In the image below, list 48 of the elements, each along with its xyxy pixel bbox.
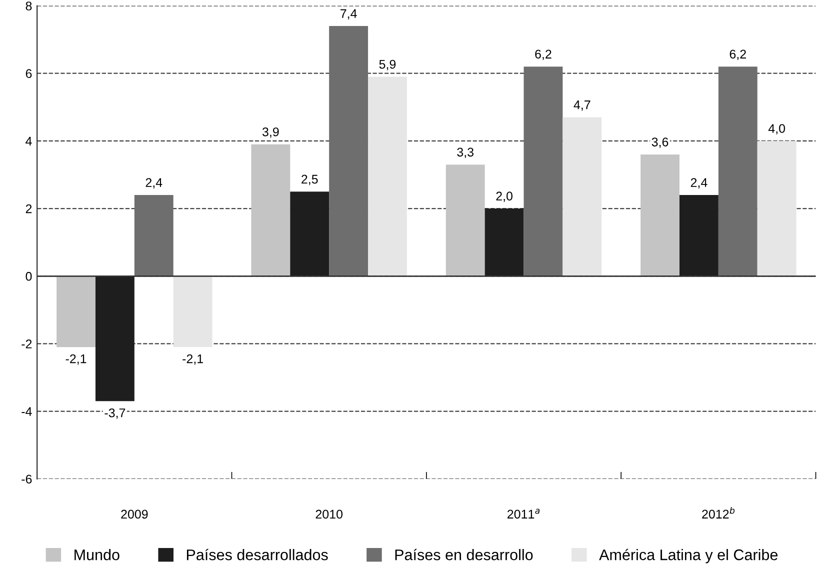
bar xyxy=(562,117,602,276)
data-label: 3,9 xyxy=(262,127,279,138)
data-label: 4,7 xyxy=(574,100,590,111)
bar xyxy=(524,66,563,276)
data-label: 3,3 xyxy=(457,148,474,158)
data-label: 2,4 xyxy=(146,178,162,188)
y-tick-label: -6 xyxy=(22,474,32,484)
x-tick-label: 2009 xyxy=(121,510,148,519)
x-tick-label: 2012$^{b}$ xyxy=(702,507,735,519)
bar xyxy=(56,276,96,348)
data-label: 4,0 xyxy=(768,124,786,134)
data-label: 6,2 xyxy=(730,50,746,60)
bar xyxy=(368,76,407,276)
data-label: 3,6 xyxy=(652,138,668,148)
legend-label: Países desarrollados xyxy=(186,548,328,560)
bar xyxy=(95,276,134,402)
bar xyxy=(718,66,758,276)
x-tick-label: 2010 xyxy=(316,510,342,519)
y-tick-label: 6 xyxy=(26,69,32,78)
bar xyxy=(251,144,290,276)
x-tick-label: 2011$^{a}$ xyxy=(508,508,540,519)
bar xyxy=(679,195,718,276)
bar xyxy=(134,195,174,276)
data-label: 2,5 xyxy=(302,174,318,186)
legend-label: América Latina y el Caribe xyxy=(599,548,778,564)
bar xyxy=(290,192,330,276)
y-tick-label: 2 xyxy=(26,204,32,214)
y-tick-label: -2 xyxy=(22,340,32,348)
bar xyxy=(484,208,524,276)
data-label: 6,2 xyxy=(535,50,552,60)
legend-label: Mundo xyxy=(74,549,120,560)
bar xyxy=(640,154,680,276)
data-label: 2,4 xyxy=(690,178,708,188)
data-label: 5,9 xyxy=(379,60,396,70)
bar xyxy=(173,276,212,348)
y-tick-label: 0 xyxy=(26,272,32,281)
bar xyxy=(757,140,796,276)
data-label: -2,1 xyxy=(66,354,86,365)
y-tick-label: 4 xyxy=(26,136,32,146)
legend-label: Países en desarrollo xyxy=(395,548,533,560)
bar xyxy=(329,26,368,276)
y-tick-label: -4 xyxy=(22,407,32,416)
bar xyxy=(446,164,485,276)
data-label: 2,0 xyxy=(496,192,512,202)
data-label: 7,4 xyxy=(340,9,357,20)
data-label: -2,1 xyxy=(182,354,203,365)
y-tick-label: 8 xyxy=(26,2,32,10)
data-label: -3,7 xyxy=(104,408,126,419)
